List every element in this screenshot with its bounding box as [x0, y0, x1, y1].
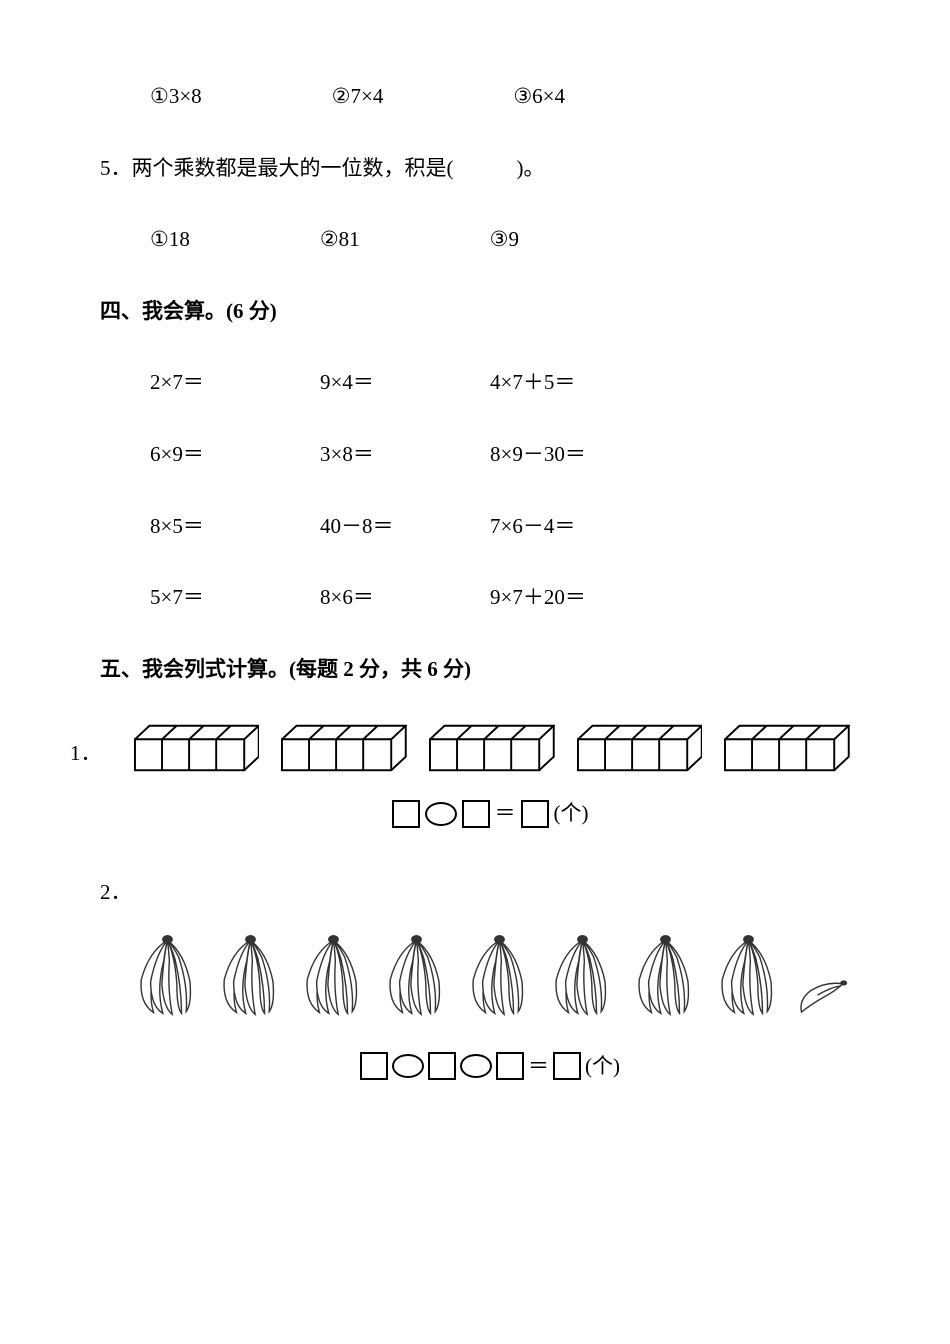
q2-answer-line: ＝ (个) — [130, 1050, 850, 1084]
box-group-icon — [724, 724, 850, 772]
bananas-row — [130, 930, 850, 1020]
calc-2-1: 6×9＝ — [150, 438, 320, 472]
banana-bunch-icon — [296, 930, 371, 1020]
calc-1-2: 9×4＝ — [320, 366, 490, 400]
banana-bunch-icon — [213, 930, 288, 1020]
blank-square-icon — [553, 1052, 581, 1080]
q4-option-3: ③6×4 — [513, 80, 565, 114]
blank-square-icon — [496, 1052, 524, 1080]
blank-square-icon — [360, 1052, 388, 1080]
blank-square-icon — [392, 800, 420, 828]
q5-prefix: 5． — [100, 156, 132, 180]
q5-option-1: ①18 — [150, 223, 190, 257]
unit-label: (个) — [554, 797, 589, 831]
calc-row-1: 2×7＝ 9×4＝ 4×7＋5＝ — [150, 366, 850, 400]
q5-body: 两个乘数都是最大的一位数，积是( )。 — [132, 156, 545, 180]
box-group-icon — [281, 724, 407, 772]
banana-bunch-icon — [545, 930, 620, 1020]
blank-oval-icon — [425, 802, 457, 826]
calc-row-4: 5×7＝ 8×6＝ 9×7＋20＝ — [150, 581, 850, 615]
banana-bunch-icon — [130, 930, 205, 1020]
q2-prefix: 2． — [100, 876, 850, 910]
q5-option-3: ③9 — [490, 223, 519, 257]
calc-4-1: 5×7＝ — [150, 581, 320, 615]
unit-label: (个) — [585, 1050, 620, 1084]
box-group-icon — [134, 724, 260, 772]
calc-row-2: 6×9＝ 3×8＝ 8×9－30＝ — [150, 438, 850, 472]
blank-square-icon — [428, 1052, 456, 1080]
blank-oval-icon — [392, 1054, 424, 1078]
blank-square-icon — [521, 800, 549, 828]
calc-4-3: 9×7＋20＝ — [490, 581, 690, 615]
q4-option-1: ①3×8 — [150, 80, 202, 114]
calc-1-1: 2×7＝ — [150, 366, 320, 400]
q1-prefix: 1． — [70, 727, 102, 771]
calc-3-3: 7×6－4＝ — [490, 510, 690, 544]
q4-option-2: ②7×4 — [332, 80, 384, 114]
calc-2-2: 3×8＝ — [320, 438, 490, 472]
q1-boxes-row: 1． — [70, 724, 850, 772]
blank-oval-icon — [460, 1054, 492, 1078]
q1-answer-line: ＝ (个) — [130, 797, 850, 831]
calc-3-2: 40－8＝ — [320, 510, 490, 544]
banana-bunch-icon — [711, 930, 786, 1020]
q5-options-row: ①18 ②81 ③9 — [150, 223, 850, 257]
box-group-icon — [577, 724, 703, 772]
single-banana-icon — [794, 975, 850, 1020]
equals-sign: ＝ — [495, 797, 516, 831]
section4-header: 四、我会算。(6 分) — [100, 295, 850, 329]
banana-bunch-icon — [379, 930, 454, 1020]
equals-sign: ＝ — [528, 1050, 549, 1084]
blank-square-icon — [462, 800, 490, 828]
q5-text: 5．两个乘数都是最大的一位数，积是( )。 — [130, 152, 850, 186]
section5-header: 五、我会列式计算。(每题 2 分，共 6 分) — [100, 653, 850, 687]
calc-3-1: 8×5＝ — [150, 510, 320, 544]
q4-options-row: ①3×8 ②7×4 ③6×4 — [150, 80, 850, 114]
calc-1-3: 4×7＋5＝ — [490, 366, 690, 400]
banana-bunch-icon — [628, 930, 703, 1020]
calc-row-3: 8×5＝ 40－8＝ 7×6－4＝ — [150, 510, 850, 544]
calc-2-3: 8×9－30＝ — [490, 438, 690, 472]
banana-bunch-icon — [462, 930, 537, 1020]
q5-option-2: ②81 — [320, 223, 360, 257]
calc-4-2: 8×6＝ — [320, 581, 490, 615]
calc-grid: 2×7＝ 9×4＝ 4×7＋5＝ 6×9＝ 3×8＝ 8×9－30＝ 8×5＝ … — [130, 366, 850, 614]
box-group-icon — [429, 724, 555, 772]
